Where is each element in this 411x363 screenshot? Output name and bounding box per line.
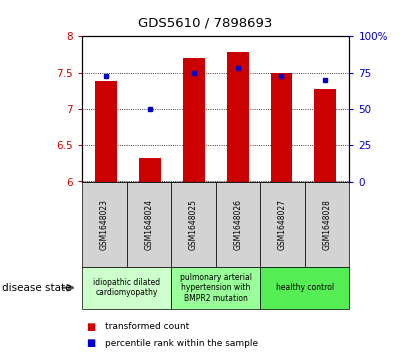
Text: GSM1648023: GSM1648023 xyxy=(100,199,109,250)
Bar xyxy=(183,58,205,182)
Bar xyxy=(270,73,292,182)
Bar xyxy=(227,52,249,181)
Text: GSM1648028: GSM1648028 xyxy=(323,199,332,250)
Text: pulmonary arterial
hypertension with
BMPR2 mutation: pulmonary arterial hypertension with BMP… xyxy=(180,273,252,303)
Text: GSM1648024: GSM1648024 xyxy=(145,199,153,250)
Bar xyxy=(95,81,117,182)
Text: healthy control: healthy control xyxy=(276,283,334,292)
Text: GDS5610 / 7898693: GDS5610 / 7898693 xyxy=(139,16,272,29)
Text: transformed count: transformed count xyxy=(105,322,189,331)
Bar xyxy=(139,158,161,182)
Text: GSM1648027: GSM1648027 xyxy=(278,199,287,250)
Text: percentile rank within the sample: percentile rank within the sample xyxy=(105,339,258,347)
Text: idiopathic dilated
cardiomyopathy: idiopathic dilated cardiomyopathy xyxy=(93,278,160,297)
Text: ■: ■ xyxy=(86,322,96,332)
Text: disease state: disease state xyxy=(2,283,72,293)
Bar xyxy=(314,89,336,182)
Text: ■: ■ xyxy=(86,338,96,348)
Text: GSM1648025: GSM1648025 xyxy=(189,199,198,250)
Text: GSM1648026: GSM1648026 xyxy=(233,199,242,250)
